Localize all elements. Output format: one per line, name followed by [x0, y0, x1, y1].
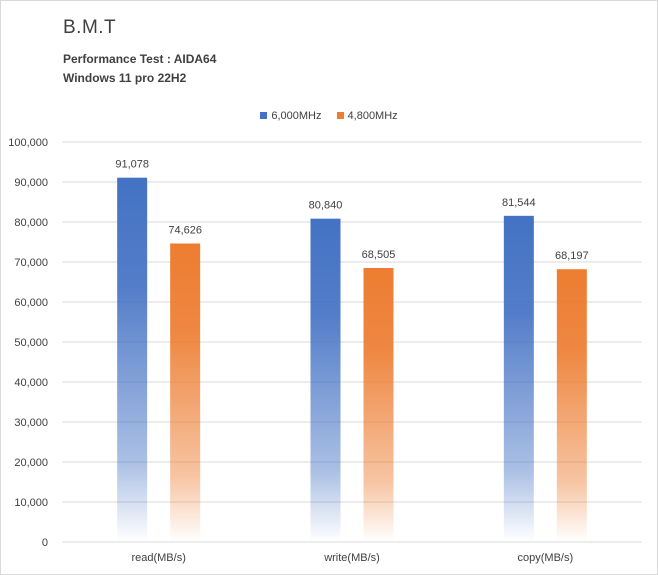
- legend-item-series-1: 6,000MHz: [260, 110, 321, 122]
- data-label: 68,197: [555, 250, 589, 262]
- chart-subtitle-test: Performance Test : AIDA64: [63, 52, 217, 66]
- bar: [117, 177, 148, 543]
- bar: [363, 267, 394, 542]
- y-tick-label: 40,000: [14, 377, 48, 389]
- gridlines: [62, 141, 642, 543]
- legend-label-series-2: 4,800MHz: [347, 110, 398, 122]
- y-tick-label: 30,000: [14, 417, 48, 429]
- bars: [117, 177, 587, 543]
- x-axis-labels: read(MB/s) write(MB/s) copy(MB/s): [131, 552, 573, 564]
- chart-legend: 6,000MHz 4,800MHz: [0, 110, 658, 122]
- data-label: 74,626: [168, 224, 202, 236]
- legend-swatch-series-1: [260, 111, 268, 119]
- y-tick-label: 100,000: [8, 137, 48, 149]
- data-label: 81,544: [502, 197, 536, 209]
- y-tick-label: 10,000: [14, 497, 48, 509]
- bar: [170, 243, 201, 542]
- bar: [556, 269, 587, 542]
- y-axis-ticks: 0 10,000 20,000 30,000 40,000 50,000 60,000 70,…: [8, 137, 48, 549]
- x-tick-label: read(MB/s): [131, 552, 185, 564]
- chart-subtitle-os: Windows 11 pro 22H2: [63, 71, 187, 85]
- x-tick-label: copy(MB/s): [518, 552, 574, 564]
- bar: [310, 218, 341, 542]
- y-tick-label: 70,000: [14, 257, 48, 269]
- legend-swatch-series-2: [336, 111, 344, 119]
- data-label: 91,078: [115, 159, 149, 171]
- data-label: 68,505: [362, 249, 396, 261]
- y-tick-label: 50,000: [14, 337, 48, 349]
- y-tick-label: 90,000: [14, 177, 48, 189]
- legend-item-series-2: 4,800MHz: [336, 110, 398, 122]
- x-tick-label: write(MB/s): [323, 552, 380, 564]
- bar: [503, 215, 534, 542]
- y-tick-label: 20,000: [14, 457, 48, 469]
- legend-label-series-1: 6,000MHz: [271, 110, 322, 122]
- data-labels: 91,078 74,626 80,840 68,505 81,544 68,197: [115, 159, 588, 263]
- data-label: 80,840: [309, 200, 343, 212]
- chart-title: B.M.T: [63, 17, 117, 38]
- y-tick-label: 60,000: [14, 297, 48, 309]
- y-tick-label: 80,000: [14, 217, 48, 229]
- y-tick-label: 0: [42, 537, 48, 549]
